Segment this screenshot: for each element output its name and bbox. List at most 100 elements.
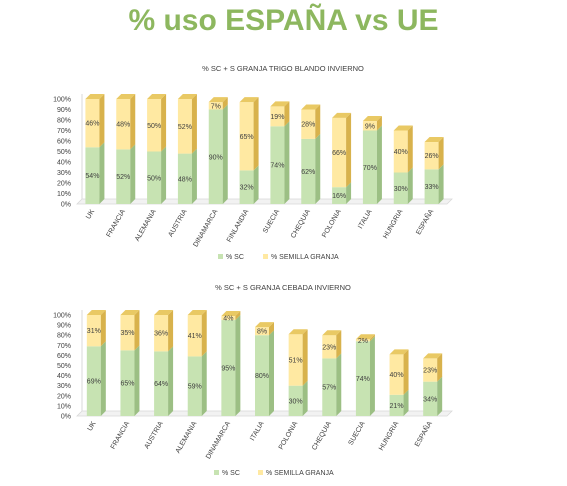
bar-segment: [86, 346, 101, 416]
bar-segment: [154, 315, 169, 352]
bar-segment: [393, 172, 408, 204]
data-label: 95%: [221, 366, 235, 373]
x-tick-label: ALEMANIA: [175, 420, 199, 454]
bar-top: [389, 349, 409, 355]
data-label: 50%: [147, 175, 161, 182]
data-label: 31%: [87, 328, 101, 335]
data-label: 36%: [154, 331, 168, 338]
data-label: 52%: [116, 174, 130, 181]
x-tick-label: ALEMANIA: [134, 208, 158, 242]
bar-segment: [147, 151, 162, 204]
y-tick-label: 70%: [57, 128, 71, 135]
chart-cebada: % SC + S GRANJA CEBADA INVIERNO 0% 10% 20% 3…: [53, 283, 453, 477]
x-tick-label: SUECIA: [262, 208, 281, 234]
bar-segment: [120, 350, 135, 416]
bar-segment: [221, 320, 236, 416]
y-tick-label: 60%: [57, 139, 71, 146]
bar-side: [99, 94, 105, 148]
y-tick-label: 90%: [57, 323, 71, 330]
bar-side: [346, 182, 352, 204]
chart-floor: [76, 198, 453, 205]
bar-segment: [355, 339, 370, 342]
data-label: 46%: [85, 121, 99, 128]
data-label: 40%: [390, 372, 404, 379]
bar-segment: [355, 341, 370, 416]
bar-top: [355, 334, 375, 340]
bar-side: [130, 144, 136, 204]
y-tick-label: 50%: [57, 363, 71, 370]
bar-segment: [389, 354, 404, 395]
data-label: 62%: [301, 169, 315, 176]
legend-label: % SEMILLA GRANJA: [271, 254, 339, 261]
bar-side: [437, 353, 443, 382]
data-label: 4%: [223, 316, 233, 323]
data-label: 30%: [394, 186, 408, 193]
bar-side: [315, 104, 321, 139]
bar-side: [302, 329, 308, 386]
bar-segment: [239, 102, 254, 171]
bar-side: [336, 330, 342, 359]
bar-segment: [362, 130, 377, 204]
bar-segment: [424, 142, 439, 170]
bar-top: [187, 310, 207, 315]
x-tick-label: POLONIA: [278, 420, 300, 451]
data-label: 52%: [178, 124, 192, 131]
x-tick-label: SUECIA: [348, 420, 367, 446]
x-tick-label: CHEQUIA: [311, 420, 333, 451]
y-tick-label: 0%: [61, 414, 71, 421]
bar-side: [302, 380, 308, 416]
bar-segment: [288, 385, 303, 416]
legend-label: % SC: [226, 254, 244, 261]
bar-top: [85, 94, 105, 99]
data-label: 69%: [87, 379, 101, 386]
bar-side: [407, 125, 413, 173]
y-tick-label: 10%: [57, 191, 71, 198]
bar-side: [235, 315, 241, 416]
bar-segment: [177, 153, 192, 204]
bar-segment: [85, 99, 100, 148]
bar-segment: [86, 315, 101, 347]
x-tick-label: DINAMARCA: [192, 208, 219, 248]
x-tick-label: ITALIA: [249, 420, 266, 442]
bar-side: [130, 94, 136, 150]
y-tick-label: 80%: [57, 118, 71, 125]
data-label: 23%: [322, 344, 336, 351]
chart-title: % SC + S GRANJA CEBADA INVIERNO: [215, 283, 351, 292]
x-tick-label: FRANCIA: [110, 420, 132, 450]
bar-side: [284, 101, 290, 127]
data-label: 26%: [425, 153, 439, 160]
bar-segment: [154, 351, 169, 416]
bar-segment: [187, 315, 202, 357]
data-label: 41%: [188, 333, 202, 340]
bar-top: [177, 94, 197, 99]
bar-segment: [301, 109, 316, 139]
bar-side: [369, 334, 375, 342]
data-label: 33%: [425, 184, 439, 191]
bar-segment: [116, 149, 131, 204]
bar-segment: [208, 109, 223, 204]
data-label: 59%: [188, 384, 202, 391]
data-label: 2%: [358, 338, 368, 345]
data-label: 64%: [154, 381, 168, 388]
y-tick-label: 60%: [57, 353, 71, 360]
bar-side: [284, 121, 290, 204]
bar-top: [393, 125, 413, 131]
bar-side: [369, 336, 375, 416]
data-label: 19%: [270, 114, 284, 121]
bar-side: [315, 133, 321, 204]
x-tick-label: ESPAÑA: [414, 207, 436, 236]
bar-side: [438, 137, 444, 170]
bar-segment: [255, 327, 269, 336]
bar-side: [253, 97, 259, 171]
data-label: 35%: [120, 330, 134, 337]
bar-top: [154, 310, 174, 315]
bar-segment: [239, 170, 254, 204]
bar-segment: [322, 358, 337, 416]
bar-top: [322, 330, 342, 336]
bar-side: [376, 125, 382, 204]
bar-side: [134, 310, 140, 351]
y-tick-label: 0%: [61, 202, 71, 209]
bar-side: [269, 322, 274, 336]
data-label: 51%: [289, 357, 303, 364]
y-tick-label: 90%: [57, 107, 71, 114]
